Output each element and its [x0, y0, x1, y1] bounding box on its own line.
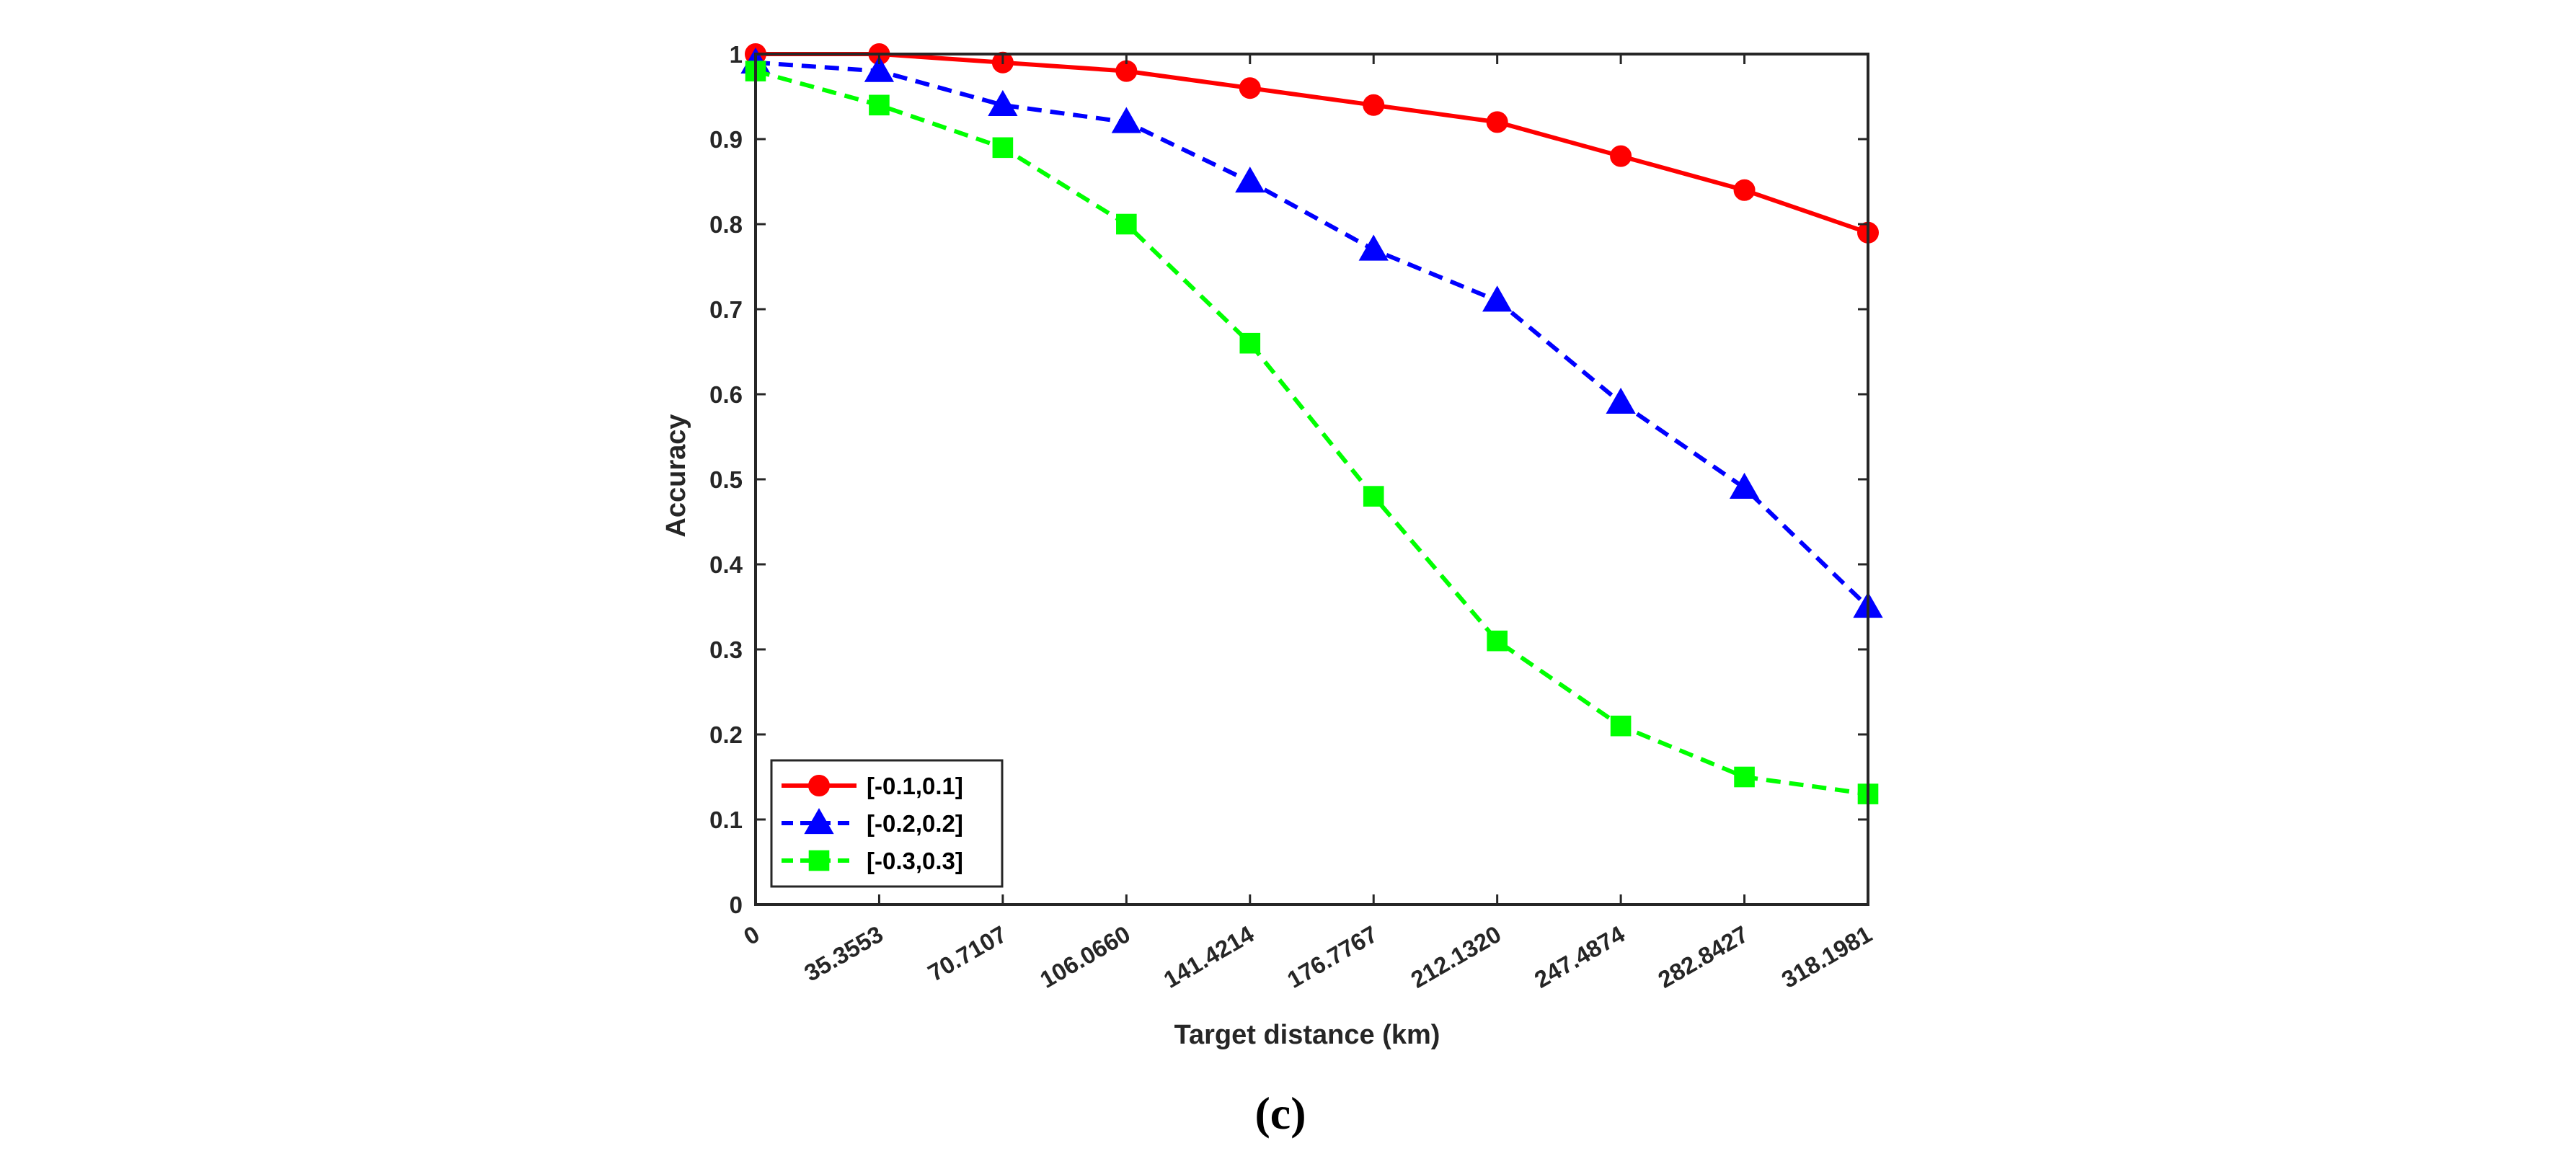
data-point-marker — [1363, 94, 1385, 116]
data-point-marker — [1363, 486, 1384, 507]
y-tick-label: 0.3 — [709, 636, 743, 663]
data-point-marker — [864, 55, 895, 82]
y-axis-title: Accuracy — [661, 414, 691, 537]
series-line — [755, 60, 1870, 609]
series-1 — [745, 43, 1879, 244]
legend-label: [-0.2,0.2] — [867, 810, 963, 837]
y-tick-label: 0.4 — [709, 551, 743, 578]
legend-label: [-0.3,0.3] — [867, 848, 963, 874]
data-point-marker — [1239, 77, 1261, 99]
legend-label: [-0.1,0.1] — [867, 773, 963, 799]
data-point-marker — [1358, 234, 1389, 261]
y-tick-label: 0.6 — [709, 381, 743, 408]
legend: [-0.1,0.1] [-0.2,0.2] [-0.3,0.3] — [770, 759, 1004, 888]
y-tick-label: 0.9 — [709, 126, 743, 153]
legend-marker — [804, 808, 834, 835]
series-group — [740, 43, 1883, 804]
legend-entry: [-0.3,0.3] — [782, 848, 963, 874]
data-point-marker — [1486, 111, 1508, 133]
y-tick-label: 0.8 — [709, 211, 743, 238]
data-point-marker — [1734, 766, 1755, 788]
data-point-marker — [1606, 387, 1636, 414]
data-point-marker — [1239, 332, 1261, 354]
data-point-marker — [1482, 285, 1513, 312]
figure-caption: (c) — [1254, 1088, 1306, 1139]
legend-entry: [-0.1,0.1] — [782, 773, 963, 799]
data-point-marker — [1610, 145, 1632, 167]
data-point-marker — [869, 94, 890, 116]
data-point-marker — [1733, 179, 1756, 201]
y-tick-label: 0 — [730, 892, 743, 918]
y-tick-label: 0.5 — [709, 466, 743, 493]
y-tick-label: 0.2 — [709, 721, 743, 748]
data-point-marker — [1235, 166, 1265, 193]
data-point-marker — [988, 89, 1018, 116]
legend-entry: [-0.2,0.2] — [782, 808, 963, 837]
y-tick-label: 0.7 — [709, 296, 743, 323]
series-line — [755, 68, 1869, 796]
data-point-marker — [1111, 107, 1141, 133]
y-tick-label: 0.1 — [709, 807, 743, 833]
data-point-marker — [992, 137, 1014, 159]
legend-marker — [808, 850, 830, 871]
y-tick-label: 1 — [730, 41, 743, 68]
series-line — [756, 52, 1869, 235]
data-point-marker — [1610, 715, 1632, 737]
x-axis-title: Target distance (km) — [1174, 1020, 1440, 1050]
legend-marker — [808, 775, 830, 796]
data-point-marker — [1116, 213, 1137, 235]
data-point-marker — [1487, 630, 1508, 652]
data-point-marker — [1729, 472, 1760, 499]
